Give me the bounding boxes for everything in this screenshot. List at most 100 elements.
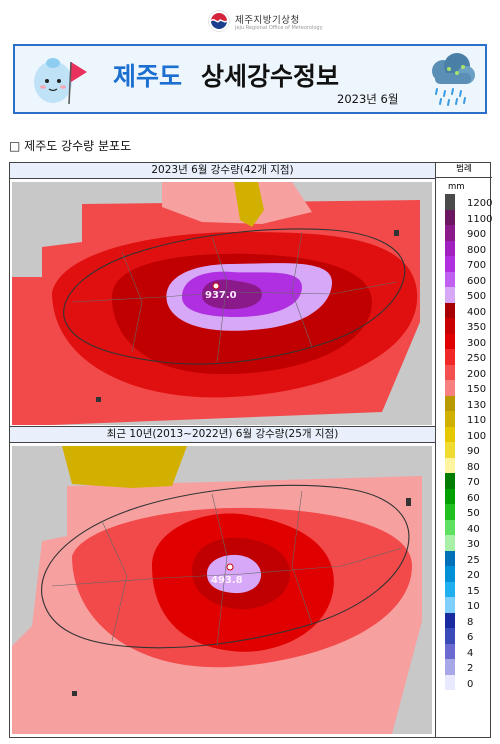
legend-swatch [445, 643, 455, 659]
legend-label: 80 [467, 461, 480, 473]
legend-label: 400 [467, 306, 487, 318]
legend-swatch [445, 209, 455, 225]
map1-district-lines [71, 231, 398, 363]
legend-swatch [445, 550, 455, 566]
legend-swatch [445, 566, 455, 582]
legend-label: 40 [467, 523, 480, 535]
legend-label: 2 [467, 663, 474, 674]
legend-label: 60 [467, 492, 480, 504]
legend-label: 100 [467, 430, 487, 442]
legend-label: 900 [467, 229, 487, 240]
banner-title-region: 제주도 [113, 62, 183, 91]
legend-label: 300 [467, 337, 487, 349]
legend-swatch [445, 395, 455, 411]
agency-name: 제주지방기상청 [235, 15, 300, 26]
legend-label: 50 [467, 508, 480, 519]
legend-label: 4 [467, 647, 474, 659]
map2-island-outline [41, 484, 410, 649]
legend-label: 10 [467, 601, 480, 612]
legend-label: 1200 [467, 198, 493, 209]
legend-swatch [445, 349, 455, 365]
legend-swatch [445, 364, 455, 380]
legend-swatch [445, 194, 455, 210]
map1-islet [96, 397, 101, 402]
mascot-icon [34, 58, 87, 105]
legend-swatch [445, 302, 455, 318]
map1-panel: 937.0 [12, 182, 432, 425]
map1-yellow-zone [234, 182, 264, 227]
legend-label: 30 [467, 539, 480, 550]
legend-label: 350 [467, 322, 487, 333]
map2-peak-zone [207, 554, 262, 594]
legend-swatch [445, 473, 455, 489]
legend-label: 110 [467, 415, 487, 426]
legend-label: 700 [467, 260, 487, 271]
legend-swatch [445, 581, 455, 597]
banner-title: 상세강수정보 [201, 62, 340, 91]
banner-date: 2023년 6월 [337, 92, 399, 106]
report-banner: 제주도 상세강수정보 2023년 6월 [13, 44, 487, 114]
legend-swatch [445, 659, 455, 675]
agency-name-en: Jeju Regional Office of Meteorology [235, 25, 323, 31]
legend-swatch [445, 333, 455, 349]
legend-swatch [445, 628, 455, 644]
legend-swatch [445, 256, 455, 272]
legend-swatch [445, 674, 455, 690]
legend-swatch [445, 287, 455, 303]
legend-title: 범례 [436, 162, 492, 178]
legend-swatch [445, 225, 455, 241]
legend-swatch [445, 426, 455, 442]
legend-label: 90 [467, 446, 480, 457]
legend-label: 0 [467, 678, 474, 690]
legend-color-scale: 1200 1100 900 800 700 600 500 400 350 300 250 200 15… [445, 194, 492, 690]
map1-title: 2023년 6월 강수량(42개 지점) [9, 162, 436, 179]
legend-label: 1100 [467, 213, 493, 225]
legend-swatch [445, 318, 455, 334]
legend-swatch [445, 597, 455, 613]
legend-label: 800 [467, 244, 487, 256]
map2-title: 최근 10년(2013~2022년) 6월 강수량(25개 지점) [9, 426, 436, 443]
map1-island-outline [63, 228, 406, 365]
rain-cloud-icon [432, 53, 475, 106]
map1-north-zone [162, 182, 312, 224]
legend-label: 15 [467, 585, 480, 597]
legend-label: 200 [467, 368, 487, 380]
map2-peak-label: 493.8 [211, 575, 243, 586]
legend-swatch [445, 442, 455, 458]
legend-label: 6 [467, 632, 474, 643]
section-heading: □ 제주도 강수량 분포도 [9, 139, 132, 153]
map1-peak-label: 937.0 [205, 290, 237, 301]
map2-svg: 493.8 [12, 446, 432, 734]
legend-swatch [445, 457, 455, 473]
legend-label: 20 [467, 570, 480, 581]
legend-label: 70 [467, 477, 480, 488]
map2-islet [406, 498, 411, 506]
legend-label: 25 [467, 554, 480, 566]
legend-swatch [445, 240, 455, 256]
legend-label: 8 [467, 616, 474, 628]
legend-swatch [445, 535, 455, 551]
map1-svg: 937.0 [12, 182, 432, 425]
map2-peak-marker [226, 563, 234, 571]
legend-swatch [445, 504, 455, 520]
legend-swatch [445, 519, 455, 535]
legend-label: 250 [467, 353, 487, 364]
map2-islet [72, 691, 77, 696]
map1-islet [394, 230, 399, 236]
legend-unit: mm [448, 182, 465, 192]
legend: 범례 mm 1200 1100 900 800 700 600 500 400 350 300 25… [435, 162, 492, 738]
legend-swatch [445, 380, 455, 396]
map1-peak-marker [212, 282, 220, 290]
agency-header: 제주지방기상청 Jeju Regional Office of Meteorol… [0, 6, 500, 36]
legend-label: 500 [467, 291, 487, 302]
legend-swatch [445, 271, 455, 287]
legend-swatch [445, 488, 455, 504]
map2-panel: 493.8 [12, 446, 432, 734]
kma-logo-icon [208, 10, 230, 32]
map2-district-lines [51, 490, 403, 647]
legend-label: 600 [467, 275, 487, 287]
legend-label: 150 [467, 384, 487, 395]
map2-yellow-zone [62, 446, 187, 488]
legend-swatch [445, 612, 455, 628]
legend-swatch [445, 411, 455, 427]
